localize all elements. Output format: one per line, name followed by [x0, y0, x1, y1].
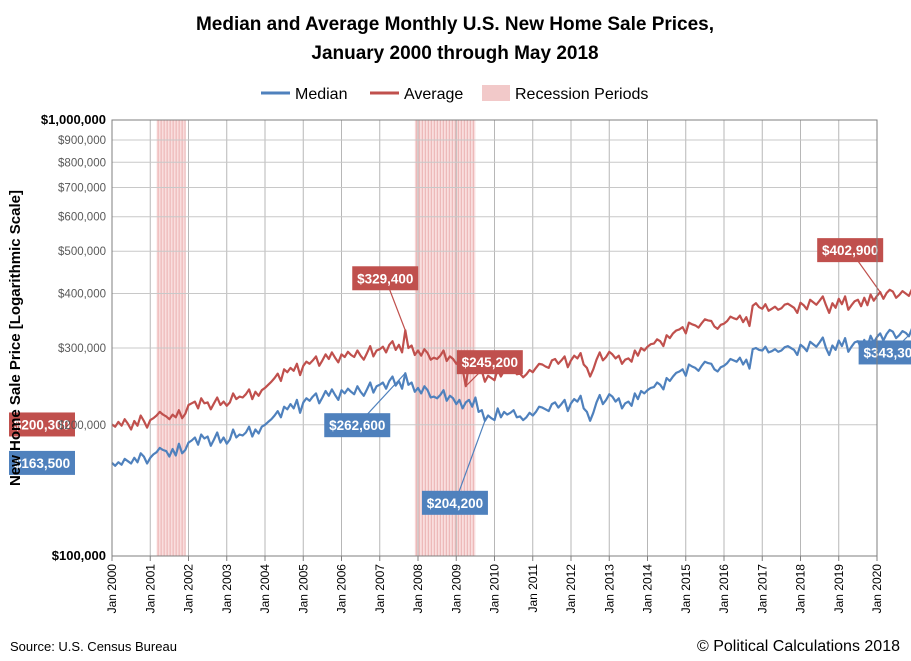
x-tick-label: Jan 2015	[679, 564, 693, 614]
x-tick-label: Jan 2012	[564, 564, 578, 614]
y-tick-label: $100,000	[52, 548, 106, 563]
legend-label-average: Average	[404, 86, 463, 103]
copyright-note: © Political Calculations 2018	[697, 638, 900, 655]
callouts: $200,300 $163,500 $329,400 $262,600 $245,200…	[9, 238, 911, 515]
y-tick-label: $800,000	[58, 157, 106, 169]
callout-box	[324, 413, 391, 438]
callout-label: $200,300	[14, 417, 70, 432]
y-tick-label: $200,000	[58, 420, 106, 432]
callout-4: $262,600	[324, 372, 406, 438]
callout-box	[9, 450, 75, 475]
y-tick-label: $1,000,000	[41, 112, 106, 127]
y-tick-label: $300,000	[58, 343, 106, 355]
callout-label: $262,600	[329, 418, 385, 433]
callout-6: $204,200	[421, 420, 488, 515]
axes: $100,000 $200,000 $300,000 $400,000 $500,000…	[41, 112, 884, 613]
callout-label: $343,300	[863, 345, 911, 360]
x-tick-label: Jan 2010	[488, 564, 502, 614]
callout-box	[817, 238, 884, 263]
source-note: Source: U.S. Census Bureau	[10, 639, 177, 654]
callout-label: $163,500	[14, 456, 70, 471]
x-tick-label: Jan 2004	[258, 564, 272, 614]
callout-2: $163,500	[9, 450, 75, 475]
callout-box	[9, 412, 75, 437]
x-tick-label: Jan 2020	[870, 564, 884, 614]
recession-bands	[156, 120, 476, 556]
callout-box	[352, 266, 419, 291]
series-line-average	[111, 288, 911, 431]
callout-3: $329,400	[352, 266, 419, 331]
callout-label: $402,900	[822, 243, 878, 258]
legend-label-recession: Recession Periods	[515, 86, 648, 103]
x-tick-label: Jan 2000	[105, 564, 119, 614]
x-tick-label: Jan 2009	[449, 564, 463, 614]
x-tick-label: Jan 2005	[296, 564, 310, 614]
x-tick-label: Jan 2007	[373, 564, 387, 614]
callout-7: $402,900	[817, 238, 884, 293]
callout-box	[456, 350, 523, 375]
legend-label-median: Median	[295, 86, 347, 103]
callout-label: $329,400	[357, 271, 413, 286]
callout-1: $200,300	[9, 412, 75, 437]
callout-box	[858, 340, 911, 365]
callout-10: $343,300	[858, 332, 911, 365]
y-tick-label: $900,000	[58, 135, 106, 147]
gridlines	[111, 119, 878, 557]
x-tick-label: Jan 2003	[220, 564, 234, 614]
x-tick-label: Jan 2013	[602, 564, 616, 614]
recession-band-2	[414, 120, 476, 556]
y-tick-label: $400,000	[58, 289, 106, 301]
x-tick-label: Jan 2014	[641, 564, 655, 614]
callout-5: $245,200	[456, 350, 523, 387]
x-tick-label: Jan 2018	[794, 564, 808, 614]
chart-title-line-1: Median and Average Monthly U.S. New Home…	[196, 14, 714, 35]
x-tick-label: Jan 2016	[717, 564, 731, 614]
y-tick-label: $500,000	[58, 246, 106, 258]
callout-box	[421, 490, 488, 515]
x-tick-label: Jan 2001	[143, 564, 157, 614]
callout-pointer	[454, 420, 486, 504]
series-line-median	[111, 327, 911, 467]
x-tick-label: Jan 2019	[832, 564, 846, 614]
series-lines	[111, 288, 911, 467]
x-tick-label: Jan 2002	[182, 564, 196, 614]
x-tick-label: Jan 2008	[411, 564, 425, 614]
callout-label: $204,200	[427, 496, 483, 511]
chart-title-line-2: January 2000 through May 2018	[311, 43, 598, 64]
x-tick-label: Jan 2011	[526, 564, 540, 613]
legend: Median Average Recession Periods	[261, 85, 648, 103]
legend-swatch-recession	[482, 85, 510, 101]
x-tick-label: Jan 2006	[335, 564, 349, 614]
y-axis-label: New Home Sale Price [Logarithmic Scale]	[7, 190, 24, 486]
x-tick-label: Jan 2017	[755, 564, 769, 614]
callout-label: $245,200	[462, 355, 518, 370]
y-tick-label: $700,000	[58, 183, 106, 195]
y-tick-label: $600,000	[58, 212, 106, 224]
